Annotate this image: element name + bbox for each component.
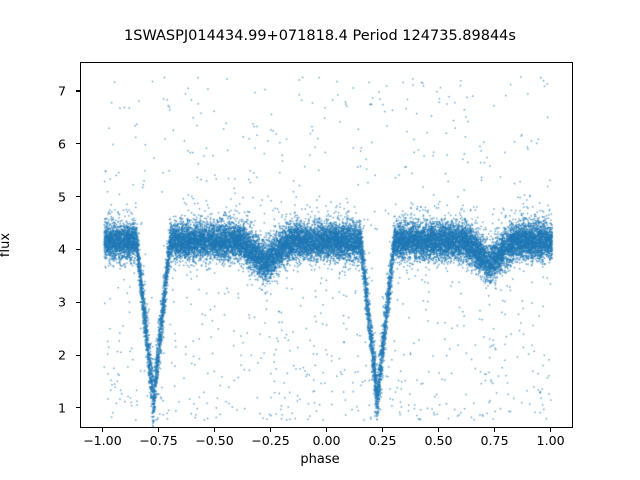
x-tick-mark [269, 428, 272, 432]
y-tick-mark [76, 143, 80, 145]
x-tick-label: 1.00 [536, 433, 565, 448]
scatter-plot-area [81, 63, 572, 427]
x-tick-mark [550, 428, 552, 432]
y-tick-label: 5 [57, 189, 66, 205]
x-tick-label: −0.25 [251, 433, 290, 448]
y-tick-label: 7 [57, 83, 66, 99]
y-axis-label: flux [0, 232, 13, 258]
x-tick-mark [157, 428, 159, 432]
y-tick-mark [76, 354, 80, 356]
y-tick-label: 3 [57, 294, 66, 310]
x-tick-mark [381, 428, 384, 432]
x-tick-label: 0.00 [312, 433, 341, 448]
x-tick-label: 0.50 [424, 433, 453, 448]
x-tick-mark [494, 428, 496, 432]
x-tick-mark [101, 428, 103, 432]
y-tick-mark [76, 248, 80, 251]
x-tick-label: 0.25 [368, 433, 397, 448]
x-tick-mark [325, 428, 328, 432]
x-tick-mark [437, 428, 440, 432]
y-tick-mark [76, 301, 80, 303]
y-tick-label: 4 [57, 241, 66, 257]
x-tick-label: −0.75 [139, 433, 178, 448]
x-axis-label: phase [300, 452, 340, 467]
x-tick-label: −1.00 [83, 433, 122, 448]
y-tick-mark [76, 407, 80, 409]
y-tick-mark [76, 90, 80, 92]
y-tick-label: 2 [57, 347, 66, 363]
y-tick-mark [76, 196, 80, 198]
y-tick-label: 6 [57, 136, 66, 152]
plot-axes [80, 62, 573, 428]
x-tick-label: 0.75 [480, 433, 509, 448]
x-tick-label: −0.50 [195, 433, 234, 448]
y-tick-label: 1 [57, 400, 66, 416]
x-tick-mark [213, 428, 215, 432]
chart-title: 1SWASPJ014434.99+071818.4 Period 124735.… [124, 28, 516, 44]
